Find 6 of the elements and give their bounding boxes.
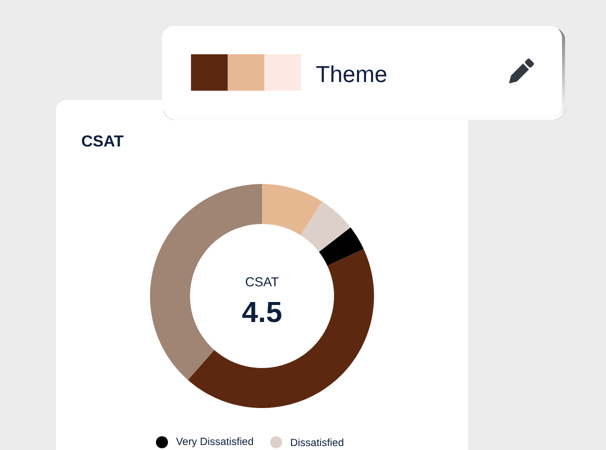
chart-title: CSAT <box>82 135 124 147</box>
text: 4.5 <box>242 302 282 322</box>
legend-label: Very Dissatisfied <box>176 437 253 448</box>
text: CSAT <box>246 277 279 286</box>
text: Theme <box>316 65 386 82</box>
legend-label: Dissatisfied <box>291 438 344 446</box>
